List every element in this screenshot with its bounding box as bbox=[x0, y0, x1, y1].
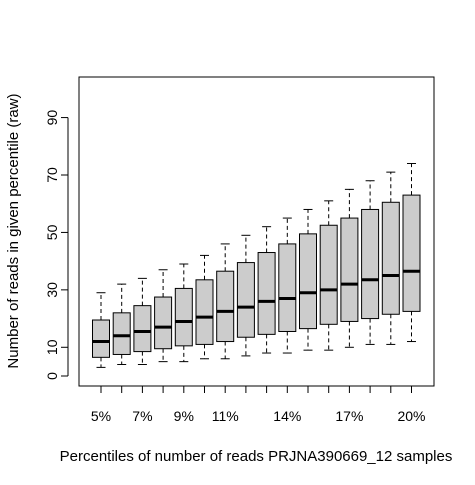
box-15% bbox=[299, 208, 317, 351]
box-12% bbox=[236, 234, 255, 357]
x-axis-title: Percentiles of number of reads PRJNA3906… bbox=[60, 448, 453, 465]
x-tick-label: 9% bbox=[174, 408, 194, 424]
box-body bbox=[154, 296, 173, 350]
box-body bbox=[381, 201, 400, 315]
plot-frame bbox=[78, 76, 435, 387]
box-11% bbox=[216, 243, 235, 360]
box-body bbox=[402, 194, 421, 312]
box-8% bbox=[154, 269, 173, 363]
box-body bbox=[278, 243, 297, 332]
box-body bbox=[195, 279, 214, 345]
box-body bbox=[319, 224, 338, 325]
x-tick-label: 17% bbox=[335, 408, 363, 424]
box-20% bbox=[402, 163, 421, 343]
box-body bbox=[299, 233, 317, 330]
y-tick-label: 0 bbox=[44, 372, 60, 380]
box-body bbox=[174, 287, 193, 347]
box-body bbox=[133, 305, 152, 353]
box-body bbox=[216, 270, 235, 343]
box-17% bbox=[340, 188, 359, 348]
box-series bbox=[92, 163, 421, 368]
y-tick-label: 90 bbox=[44, 110, 60, 126]
box-13% bbox=[257, 226, 276, 354]
box-9% bbox=[174, 263, 193, 363]
y-tick-label: 10 bbox=[44, 339, 60, 355]
y-axis-title: Number of reads in given percentile (raw… bbox=[5, 93, 22, 368]
box-10% bbox=[195, 254, 214, 360]
x-tick-label: 20% bbox=[397, 408, 425, 424]
box-body bbox=[340, 217, 359, 322]
y-tick-label: 30 bbox=[44, 282, 60, 298]
box-body bbox=[92, 319, 110, 358]
box-7% bbox=[133, 277, 152, 366]
box-body bbox=[257, 252, 276, 335]
box-16% bbox=[319, 200, 338, 351]
y-axis: 0 10 30 50 70 90 bbox=[44, 110, 69, 380]
box-5% bbox=[92, 292, 110, 368]
box-body bbox=[112, 312, 131, 355]
x-tick-label: 7% bbox=[132, 408, 152, 424]
box-19% bbox=[381, 171, 400, 345]
x-tick-label: 5% bbox=[91, 408, 111, 424]
box-18% bbox=[361, 180, 380, 345]
box-6% bbox=[112, 283, 131, 366]
box-14% bbox=[278, 217, 297, 354]
box-body bbox=[361, 208, 380, 320]
x-axis: 5% 7% 9% 11% 14% 17% 20% bbox=[91, 385, 426, 424]
x-tick-label: 11% bbox=[212, 408, 239, 424]
x-tick-label: 14% bbox=[273, 408, 301, 424]
y-tick-label: 50 bbox=[44, 224, 60, 240]
y-tick-label: 70 bbox=[44, 167, 60, 183]
box-body bbox=[236, 262, 255, 338]
